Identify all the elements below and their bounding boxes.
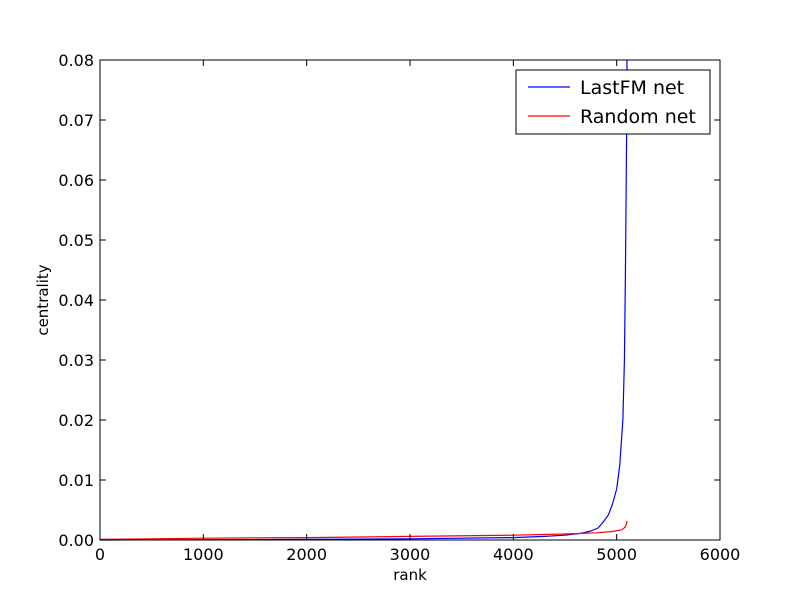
- x-axis-label: rank: [393, 566, 427, 584]
- x-tick-label-4: 4000: [493, 545, 534, 564]
- x-tick-label-0: 0: [95, 545, 105, 564]
- legend: LastFM net Random net: [515, 69, 711, 135]
- y-tick-label-0: 0.00: [58, 531, 94, 550]
- tick-labels-layer: 0 1000 2000 3000 4000 5000 6000 0.00 0.01 0.02 0.0…: [58, 51, 740, 564]
- legend-label-random: Random net: [580, 106, 696, 128]
- y-tick-label-4: 0.04: [58, 291, 94, 310]
- ticks-layer: [99, 59, 721, 541]
- y-tick-label-6: 0.06: [58, 171, 94, 190]
- y-tick-label-5: 0.05: [58, 231, 94, 250]
- y-tick-label-3: 0.03: [58, 351, 94, 370]
- legend-box: [515, 69, 711, 135]
- x-tick-label-5: 5000: [596, 545, 637, 564]
- series-line-0: [99, 59, 628, 541]
- x-tick-label-3: 3000: [390, 545, 431, 564]
- y-tick-label-1: 0.01: [58, 471, 94, 490]
- x-tick-label-1: 1000: [183, 545, 224, 564]
- x-tick-label-6: 6000: [700, 545, 741, 564]
- y-tick-label-7: 0.07: [58, 111, 94, 130]
- y-tick-label-2: 0.02: [58, 411, 94, 430]
- y-axis-label: centrality: [34, 264, 52, 335]
- y-tick-label-8: 0.08: [58, 51, 94, 70]
- legend-label-lastfm: LastFM net: [580, 77, 684, 99]
- x-tick-label-2: 2000: [286, 545, 327, 564]
